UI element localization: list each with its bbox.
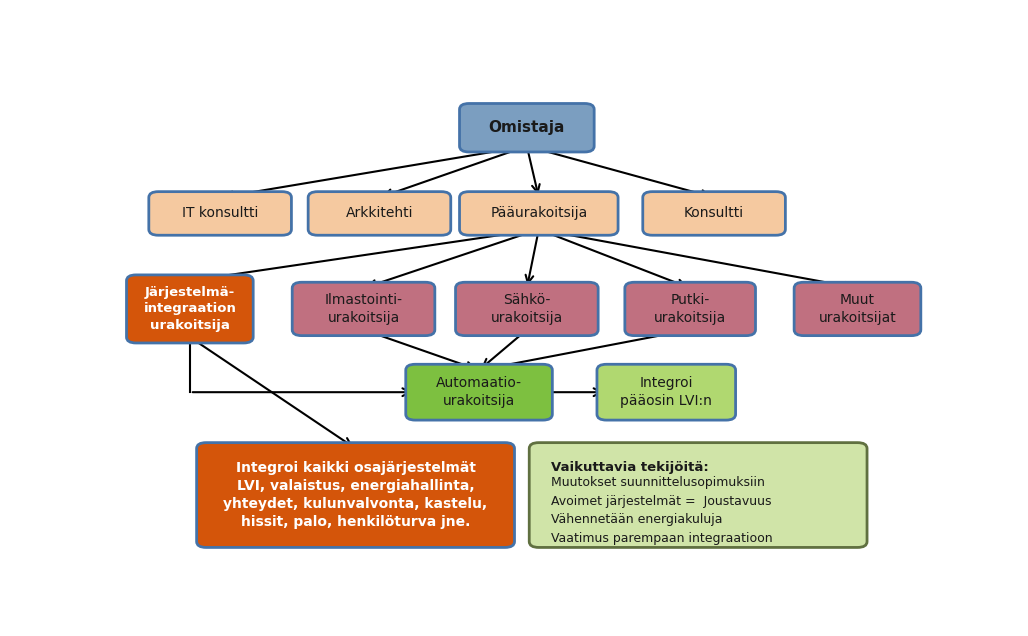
Text: Automaatio-
urakoitsija: Automaatio- urakoitsija — [436, 377, 522, 408]
Text: Omistaja: Omistaja — [488, 120, 565, 135]
Text: Putki-
urakoitsija: Putki- urakoitsija — [654, 293, 727, 325]
FancyBboxPatch shape — [460, 104, 594, 152]
FancyBboxPatch shape — [795, 282, 921, 336]
FancyBboxPatch shape — [126, 275, 253, 343]
Text: Pääurakoitsija: Pääurakoitsija — [490, 207, 587, 221]
FancyBboxPatch shape — [308, 191, 450, 235]
FancyBboxPatch shape — [625, 282, 756, 336]
FancyBboxPatch shape — [406, 364, 552, 420]
Text: Integroi
pääosin LVI:n: Integroi pääosin LVI:n — [620, 377, 712, 408]
Text: IT konsultti: IT konsultti — [182, 207, 258, 221]
Text: Muut
urakoitsijat: Muut urakoitsijat — [818, 293, 896, 325]
Text: Sähkö-
urakoitsija: Sähkö- urakoitsija — [490, 293, 563, 325]
Text: Ilmastointi-
urakoitsija: Ilmastointi- urakoitsija — [325, 293, 403, 325]
Text: Muutokset suunnittelusopimuksiin
Avoimet järjestelmät =  Joustavuus
Vähennetään : Muutokset suunnittelusopimuksiin Avoimet… — [551, 476, 772, 545]
Text: Vaikuttavia tekijöitä:: Vaikuttavia tekijöitä: — [551, 460, 708, 474]
FancyBboxPatch shape — [597, 364, 736, 420]
FancyBboxPatch shape — [460, 191, 618, 235]
FancyBboxPatch shape — [196, 443, 514, 548]
FancyBboxPatch shape — [149, 191, 291, 235]
Text: Arkkitehti: Arkkitehti — [345, 207, 413, 221]
FancyBboxPatch shape — [642, 191, 785, 235]
FancyBboxPatch shape — [292, 282, 435, 336]
Text: Integroi kaikki osajärjestelmät
LVI, valaistus, energiahallinta,
yhteydet, kulun: Integroi kaikki osajärjestelmät LVI, val… — [223, 461, 487, 529]
FancyBboxPatch shape — [529, 443, 867, 548]
FancyBboxPatch shape — [455, 282, 598, 336]
Text: Järjestelmä-
integraation
urakoitsija: Järjestelmä- integraation urakoitsija — [144, 286, 236, 332]
Text: Konsultti: Konsultti — [684, 207, 744, 221]
